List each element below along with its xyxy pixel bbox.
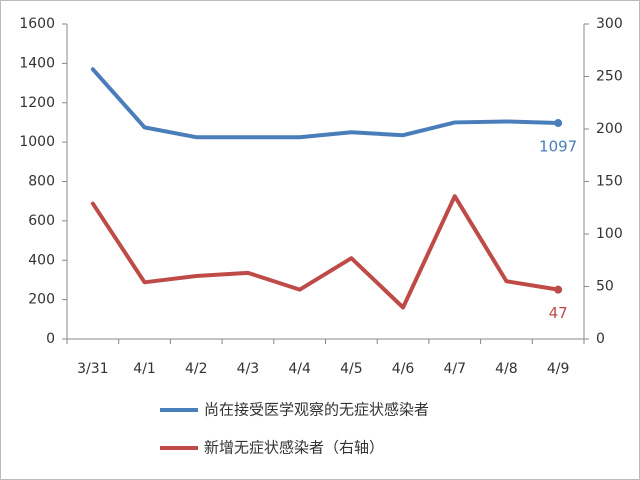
legend-label: 新增无症状感染者（右轴） [204,439,384,457]
x-tick-label: 4/7 [443,361,466,377]
y2-tick-label: 50 [596,279,614,295]
y-tick-label: 600 [28,213,55,229]
y-tick-label: 800 [28,174,55,190]
y-tick-label: 1400 [19,55,55,71]
x-tick-label: 4/6 [392,361,415,377]
y-tick-label: 200 [28,292,55,308]
y-tick-label: 1000 [19,134,55,150]
x-tick-label: 3/31 [77,361,108,377]
x-tick-label: 4/9 [547,361,570,377]
x-tick-label: 4/3 [237,361,260,377]
y-tick-label: 1200 [19,95,55,111]
x-tick-label: 4/5 [340,361,363,377]
x-tick-label: 4/1 [133,361,156,377]
data-label: 47 [549,304,568,322]
y2-tick-label: 250 [596,69,623,85]
data-label: 1097 [539,138,577,156]
series-line [90,194,561,310]
y2-tick-label: 150 [596,174,623,190]
end-marker [554,119,563,128]
y2-tick-label: 300 [596,16,623,32]
y-tick-label: 400 [28,252,55,268]
y2-tick-label: 0 [596,331,605,347]
end-marker [554,285,563,294]
x-tick-label: 4/4 [288,361,311,377]
y-tick-label: 1600 [19,16,55,32]
x-tick-label: 4/2 [185,361,208,377]
y-tick-label: 0 [46,331,55,347]
series-line [90,67,561,140]
x-tick-label: 4/8 [495,361,518,377]
legend-label: 尚在接受医学观察的无症状感染者 [204,401,429,419]
y2-tick-label: 200 [596,121,623,137]
y2-tick-label: 100 [596,226,623,242]
